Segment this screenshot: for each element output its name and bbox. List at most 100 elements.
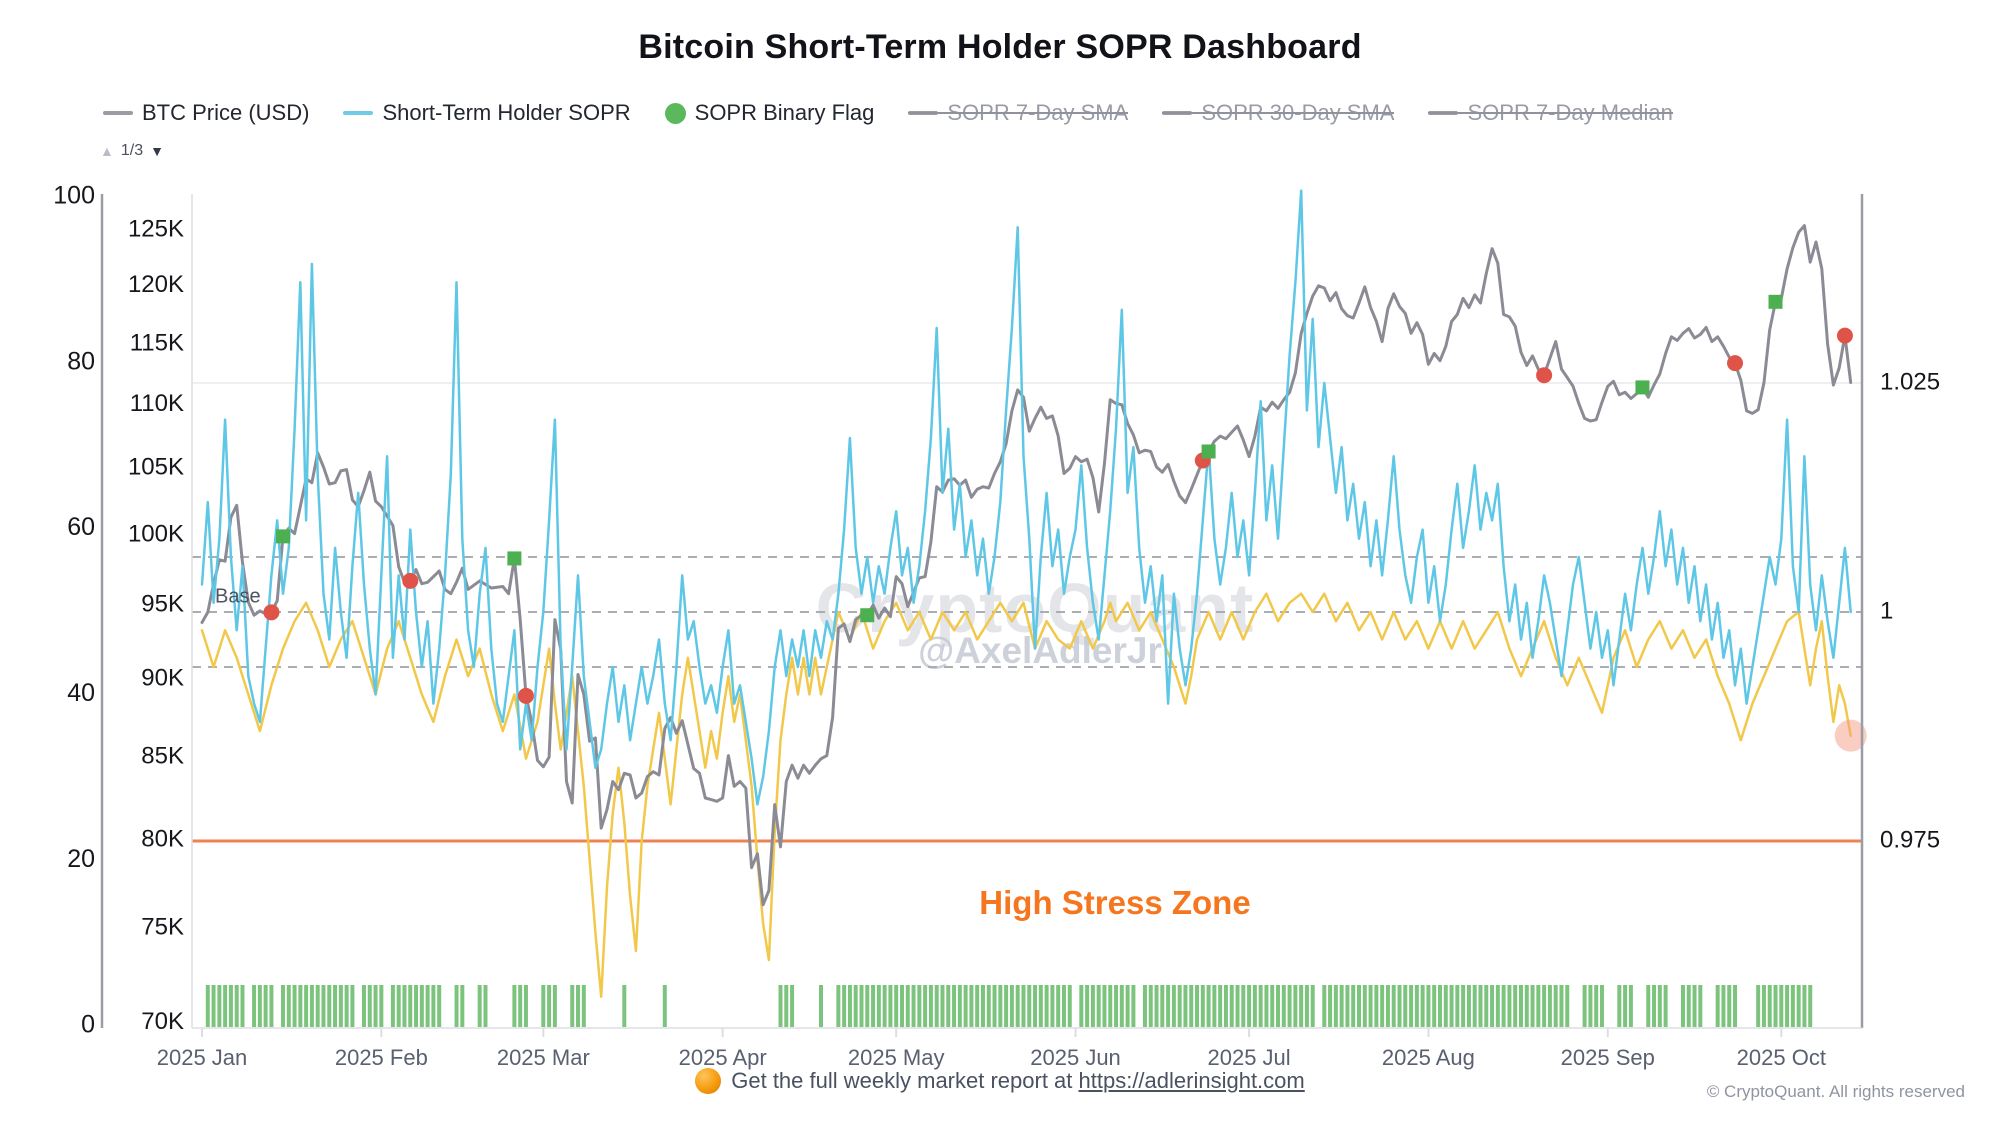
binary-flag-bar [280, 985, 285, 1027]
binary-flag-bar [1270, 985, 1275, 1027]
binary-flag-bar [1472, 985, 1477, 1027]
pagination-up-icon[interactable]: ▲ [100, 143, 114, 159]
binary-flag-bar [1420, 985, 1425, 1027]
binary-flag-bar [1455, 985, 1460, 1027]
binary-flag-bar [818, 985, 823, 1027]
binary-flag-bar [269, 985, 274, 1027]
binary-flag-bar [1328, 985, 1333, 1027]
outer-left-tick-label: 100 [53, 182, 95, 210]
price-tick-label: 120K [128, 271, 184, 298]
month-tick-label: 2025 Sep [1561, 1045, 1655, 1070]
binary-flag-bar [373, 985, 378, 1027]
binary-flag-bar [1125, 985, 1130, 1027]
binary-flag-bar [1212, 985, 1217, 1027]
binary-flag-bar [223, 985, 228, 1027]
sopr-binary-flag-swatch-icon [664, 102, 686, 124]
legend-item-sopr-7d-sma[interactable]: SOPR 7-Day SMA [908, 100, 1128, 126]
binary-flag-bar [1628, 985, 1633, 1027]
binary-flag-bar [1785, 985, 1790, 1027]
price-tick-label: 105K [128, 454, 184, 481]
binary-flag-bar [1663, 985, 1668, 1027]
binary-flag-bar [425, 985, 430, 1027]
binary-flag-bar [1513, 985, 1518, 1027]
binary-flag-bar [963, 985, 968, 1027]
binary-flag-bar [1090, 985, 1095, 1027]
binary-flag-bar [790, 985, 795, 1027]
binary-flag-bar [1119, 985, 1124, 1027]
btc-price-line [200, 224, 1853, 907]
binary-flag-bar [905, 985, 910, 1027]
outer-left-tick-label: 40 [67, 679, 95, 707]
binary-flag-bar [975, 985, 980, 1027]
binary-flag-bar [523, 985, 528, 1027]
legend: BTC Price (USD) Short-Term Holder SOPR S… [103, 100, 1673, 126]
binary-flag-bar [483, 985, 488, 1027]
binary-flag-bar [662, 985, 667, 1027]
legend-pagination: ▲ 1/3 ▼ [100, 142, 164, 160]
binary-flag-bar [1808, 985, 1813, 1027]
binary-flag-bar [1362, 985, 1367, 1027]
binary-flag-bar [1374, 985, 1379, 1027]
binary-flag-bar [1594, 985, 1599, 1027]
binary-flag-bar [1258, 985, 1263, 1027]
binary-flag-bar [853, 985, 858, 1027]
binary-flag-bar [1142, 985, 1147, 1027]
binary-flag-bar [1131, 985, 1136, 1027]
binary-flag-bar [1033, 985, 1038, 1027]
sopr-tick-label: 0.975 [1880, 826, 1940, 853]
binary-flag-bar [952, 985, 957, 1027]
binary-flag-bar [541, 985, 546, 1027]
binary-flag-bar [1698, 985, 1703, 1027]
price-tick-label: 125K [128, 215, 184, 242]
binary-flag-bar [408, 985, 413, 1027]
binary-flag-bar [315, 985, 320, 1027]
green-square-marker [1201, 444, 1216, 459]
green-square-marker [275, 529, 290, 544]
pagination-down-icon[interactable]: ▼ [150, 143, 164, 159]
binary-flag-bar [1599, 985, 1604, 1027]
binary-flag-bar [240, 985, 245, 1027]
binary-flag-bar [1050, 985, 1055, 1027]
yellow-endpoint-highlight-dot [1834, 719, 1867, 752]
binary-flag-bar [1351, 985, 1356, 1027]
binary-flag-bar [1727, 985, 1732, 1027]
red-dot-marker [402, 572, 419, 589]
binary-flag-bar [1652, 985, 1657, 1027]
legend-item-btc-price[interactable]: BTC Price (USD) [103, 100, 309, 126]
red-dot-marker [263, 604, 280, 621]
binary-flag-bar [581, 985, 586, 1027]
binary-flag-bar [1391, 985, 1396, 1027]
legend-item-sopr-30d-sma[interactable]: SOPR 30-Day SMA [1162, 100, 1394, 126]
binary-flag-bar [512, 985, 517, 1027]
binary-flag-bar [379, 985, 384, 1027]
outer-left-tick-label: 20 [67, 845, 95, 873]
legend-item-sopr-7d-median[interactable]: SOPR 7-Day Median [1428, 100, 1673, 126]
page-title: Bitcoin Short-Term Holder SOPR Dashboard [638, 28, 1362, 66]
legend-item-sth-sopr[interactable]: Short-Term Holder SOPR [343, 100, 631, 126]
binary-flag-bar [1310, 985, 1315, 1027]
binary-flag-bar [263, 985, 268, 1027]
binary-flag-bar [1223, 985, 1228, 1027]
binary-flag-bar [1148, 985, 1153, 1027]
binary-flag-bar [1009, 985, 1014, 1027]
red-dot-marker [1836, 327, 1853, 344]
binary-flag-bar [1692, 985, 1697, 1027]
binary-flag-bar [946, 985, 951, 1027]
binary-flag-bar [1096, 985, 1101, 1027]
binary-flag-bar [940, 985, 945, 1027]
binary-flag-bar [576, 985, 581, 1027]
legend-item-sopr-binary-flag[interactable]: SOPR Binary Flag [664, 100, 874, 126]
binary-flag-bar [1218, 985, 1223, 1027]
month-tick-label: 2025 Aug [1382, 1045, 1475, 1070]
binary-flag-bar [1079, 985, 1084, 1027]
report-link[interactable]: https://adlerinsight.com [1078, 1068, 1305, 1093]
sopr-tick-label: 1.025 [1880, 368, 1940, 395]
binary-flag-bar [217, 985, 222, 1027]
binary-flag-bar [344, 985, 349, 1027]
binary-flag-bar [1299, 985, 1304, 1027]
binary-flag-bar [1779, 985, 1784, 1027]
month-tick-label: 2025 Jul [1207, 1045, 1290, 1070]
binary-flag-bar [1518, 985, 1523, 1027]
